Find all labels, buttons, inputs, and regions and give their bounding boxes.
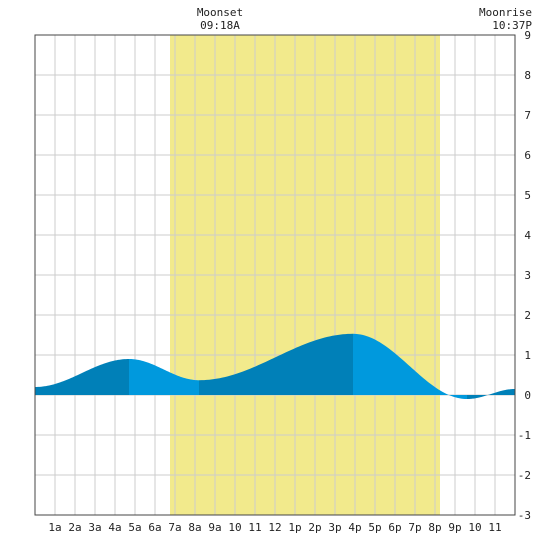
x-tick-label: 12 (268, 521, 281, 534)
x-tick-label: 8p (428, 521, 441, 534)
x-tick-label: 5a (128, 521, 141, 534)
x-tick-labels: 1a 2a 3a 4a 5a 6a 7a 8a 9a 10 11 12 1p 2p 3p 4p 5p 6p 7p 8p… (48, 521, 501, 534)
y-tick-label: 3 (524, 269, 531, 282)
annotation-time: 10:37P (492, 19, 532, 32)
x-tick-label: 2a (68, 521, 81, 534)
x-tick-label: 7p (408, 521, 421, 534)
y-tick-label: -1 (518, 429, 531, 442)
x-tick-label: 9a (208, 521, 221, 534)
x-tick-label: 3p (328, 521, 341, 534)
x-tick-label: 11 (248, 521, 261, 534)
plot-frame (34, 34, 516, 516)
tide-area-rising (467, 389, 515, 399)
plot-border (34, 34, 516, 516)
annotation-title: Moonrise (479, 6, 532, 19)
x-tick-label: 9p (448, 521, 461, 534)
y-tick-label: 9 (524, 29, 531, 42)
x-tick-label: 11 (488, 521, 501, 534)
annotation-time: 09:18A (200, 19, 240, 32)
y-tick-label: 0 (524, 389, 531, 402)
x-tick-label: 6a (148, 521, 161, 534)
y-tick-label: 6 (524, 149, 531, 162)
grid-layer (35, 35, 515, 515)
x-tick-label: 1a (48, 521, 61, 534)
y-tick-label: 2 (524, 309, 531, 322)
tide-area-falling (353, 333, 467, 399)
x-tick-label: 10 (228, 521, 241, 534)
y-tick-label: 1 (524, 349, 531, 362)
y-tick-label: 8 (524, 69, 531, 82)
x-tick-label: 6p (388, 521, 401, 534)
x-tick-label: 2p (308, 521, 321, 534)
x-tick-label: 8a (188, 521, 201, 534)
x-tick-label: 7a (168, 521, 181, 534)
x-tick-label: 10 (468, 521, 481, 534)
tide-area-rising (199, 333, 353, 395)
x-tick-label: 3a (88, 521, 101, 534)
annotation-title: Moonset (197, 6, 243, 19)
y-tick-label: 5 (524, 189, 531, 202)
y-tick-label: -2 (518, 469, 531, 482)
tide-area-falling (129, 359, 199, 395)
x-tick-label: 1p (288, 521, 301, 534)
y-tick-label: 7 (524, 109, 531, 122)
y-tick-label: -3 (518, 509, 531, 522)
x-tick-label: 4p (348, 521, 361, 534)
tide-area-rising (35, 359, 129, 395)
x-tick-label: 5p (368, 521, 381, 534)
x-tick-label: 4a (108, 521, 121, 534)
y-tick-label: 4 (524, 229, 531, 242)
tide-area-layer (35, 333, 515, 399)
y-tick-labels: -3 -2 -1 0 1 2 3 4 5 6 7 8 9 (518, 29, 532, 522)
